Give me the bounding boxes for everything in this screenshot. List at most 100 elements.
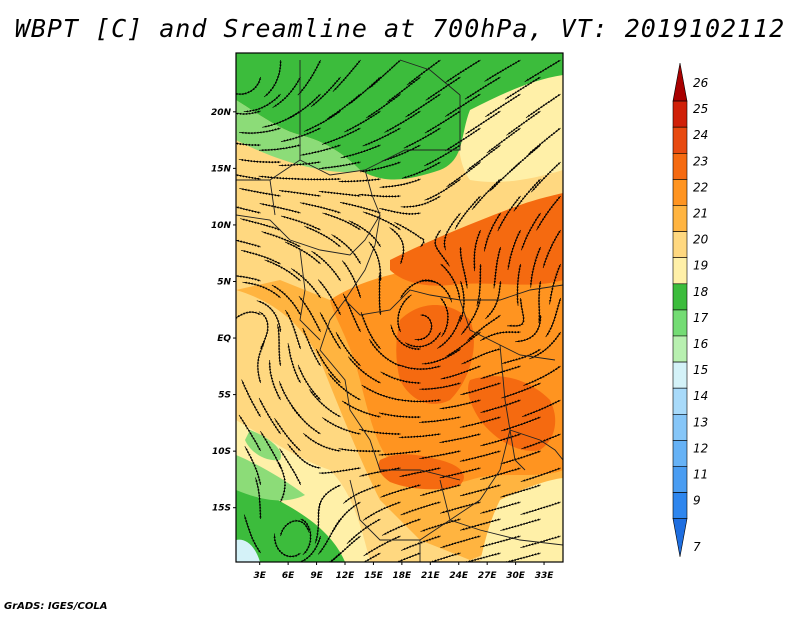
- streamline: [319, 161, 361, 170]
- colorbar-segment: [672, 283, 688, 311]
- streamline: [380, 371, 421, 385]
- streamline: [476, 263, 482, 306]
- streamline: [311, 250, 341, 282]
- colorbar-label: 16: [693, 337, 709, 351]
- lon-tick-label: 24E: [449, 571, 469, 581]
- lon-tick-label: 9E: [310, 571, 323, 581]
- streamline: [271, 284, 301, 316]
- border-line: [509, 429, 526, 471]
- streamline: [419, 382, 461, 391]
- colorbar-label: 21: [693, 207, 708, 221]
- lon-tick-label: 18E: [393, 571, 413, 581]
- streamline: [500, 450, 541, 465]
- streamline: [419, 484, 461, 497]
- streamline: [369, 339, 401, 367]
- streamline: [537, 280, 542, 323]
- colorbar-segment: [672, 153, 688, 180]
- streamline: [485, 280, 502, 320]
- streamline: [398, 399, 441, 403]
- streamline: [480, 467, 521, 480]
- streamline: [241, 379, 261, 418]
- streamline: [299, 202, 341, 214]
- streamline: [236, 110, 261, 116]
- lon-tick-label: 12E: [336, 571, 356, 581]
- streamline: [378, 273, 382, 316]
- longitude-axis: 3E 6E 9E 12E 15E 18E 21E 24E 27E 30E 33E: [253, 562, 554, 581]
- streamline: [317, 279, 341, 316]
- streamline: [461, 348, 501, 365]
- lat-tick-label: 5N: [217, 277, 231, 287]
- streamline: [258, 175, 301, 181]
- streamline: [299, 144, 341, 156]
- streamline: [255, 477, 262, 520]
- streamline: [399, 467, 441, 478]
- border-line: [344, 169, 381, 301]
- colorbar-label: 11: [693, 468, 708, 482]
- streamline: [440, 535, 481, 549]
- border-line: [439, 479, 563, 546]
- streamline: [362, 127, 401, 147]
- streamline: [236, 142, 261, 147]
- lat-tick-label: EQ: [217, 334, 231, 344]
- streamline: [500, 484, 541, 498]
- streamline: [362, 211, 401, 231]
- colorbar-label: 14: [693, 389, 708, 403]
- streamline: [378, 450, 421, 456]
- streamline: [287, 343, 301, 384]
- streamline: [493, 246, 502, 289]
- colorbar-segment: [672, 309, 688, 337]
- streamline: [290, 404, 321, 435]
- streamline: [483, 212, 501, 252]
- streamline: [521, 212, 541, 251]
- streamline: [358, 193, 401, 198]
- lon-tick-label: 21E: [421, 571, 441, 581]
- streamline: [348, 356, 381, 384]
- grads-credit: GrADS: IGES/COLA: [4, 601, 108, 612]
- colorbar-label: 26: [693, 76, 709, 90]
- streamline: [259, 203, 301, 214]
- streamline: [294, 535, 322, 562]
- streamline: [501, 382, 541, 399]
- streamline: [297, 59, 321, 96]
- streamline: [390, 324, 421, 351]
- streamline: [401, 535, 441, 551]
- streamline: [341, 400, 381, 418]
- border-line: [509, 429, 563, 461]
- colorbar-segment: [672, 466, 688, 493]
- streamline: [507, 229, 521, 270]
- streamline: [501, 348, 541, 365]
- streamline: [318, 467, 361, 475]
- streamline: [529, 246, 541, 288]
- streamline: [343, 484, 381, 504]
- streamline: [290, 268, 321, 299]
- colorbar-segment: [672, 179, 688, 206]
- streamline: [460, 382, 501, 396]
- streamline: [459, 416, 501, 428]
- streamline: [356, 552, 381, 562]
- map-frame: [235, 52, 564, 563]
- streamline: [497, 195, 521, 232]
- streamline: [309, 389, 341, 418]
- streamline: [381, 518, 421, 536]
- streamline: [378, 412, 421, 419]
- lon-tick-label: 30E: [506, 571, 526, 581]
- streamline: [259, 144, 301, 152]
- streamline: [480, 365, 521, 380]
- streamline: [421, 348, 461, 365]
- streamline: [279, 519, 310, 537]
- streamline: [287, 443, 321, 469]
- streamlines: [236, 59, 562, 562]
- streamline: [520, 501, 561, 515]
- streamline: [258, 311, 269, 350]
- streamline: [400, 279, 436, 299]
- streamline: [331, 234, 361, 265]
- streamline: [348, 220, 381, 248]
- streamline: [400, 501, 441, 516]
- streamline: [389, 227, 405, 265]
- colorbar-label: 25: [693, 102, 708, 116]
- colorbar-label: 13: [693, 415, 708, 429]
- map-title: WBPT [C] and Sreamline at 700hPa, VT: 20…: [14, 14, 786, 43]
- colorbar-label: 15: [693, 363, 708, 377]
- streamline: [363, 535, 401, 557]
